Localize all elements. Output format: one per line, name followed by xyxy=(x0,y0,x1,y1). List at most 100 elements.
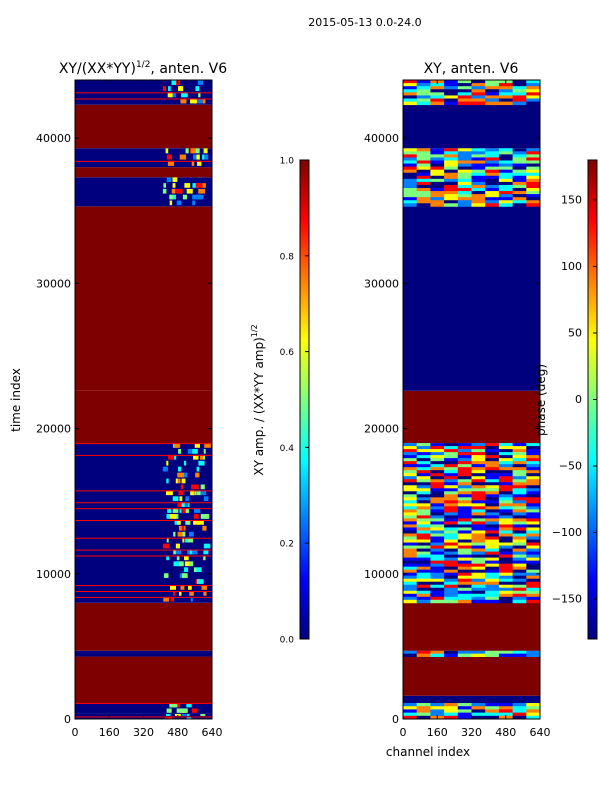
phase-band-8-cell xyxy=(485,175,500,180)
amp-band-10-spot xyxy=(196,154,200,160)
phase-band-5-cell xyxy=(457,563,472,568)
phase-band-5-cell xyxy=(403,542,418,546)
phase-band-8-cell xyxy=(471,151,486,155)
phase-title: XY, anten. V6 xyxy=(424,61,519,77)
phase-band-0-cell xyxy=(457,712,472,717)
phase-band-5-cell xyxy=(457,452,472,456)
phase-band-5-cell xyxy=(526,470,541,474)
phase-band-5-cell xyxy=(512,590,527,595)
amp-band-5-spot xyxy=(187,502,190,507)
phase-band-5-cell xyxy=(444,545,459,549)
phase-band-5-cell xyxy=(526,560,541,565)
phase-band-5-cell xyxy=(512,587,527,592)
phase-band-8-cell xyxy=(471,191,486,195)
amp-band-12-spot xyxy=(196,98,203,104)
phase-band-5-cell xyxy=(485,578,500,583)
phase-band-5-cell xyxy=(471,494,486,498)
phase-band-10-cell xyxy=(444,101,459,106)
phase-band-5-cell xyxy=(430,584,445,589)
phase-band-5-cell xyxy=(526,575,541,580)
phase-band-5-cell xyxy=(471,491,486,495)
phase-cbar-tick-label: −150 xyxy=(552,593,582,606)
phase-band-8-cell xyxy=(526,203,541,207)
amp-band-5-spot xyxy=(181,478,186,484)
phase-band-8-cell xyxy=(526,148,541,152)
amp-band-0-spot xyxy=(166,713,171,716)
phase-band-8-cell xyxy=(485,154,500,158)
phase-band-10-cell xyxy=(444,95,459,99)
phase-band-5-cell xyxy=(444,500,459,504)
amp-band-5-spot xyxy=(172,508,179,513)
phase-band-5-cell xyxy=(485,455,500,459)
phase-band-5-cell xyxy=(430,500,445,504)
phase-band-5-cell xyxy=(485,557,500,562)
phase-band-5-cell xyxy=(430,563,445,568)
phase-band-5-cell xyxy=(457,575,472,580)
amp-band-5-spot xyxy=(187,448,193,454)
phase-band-5-cell xyxy=(403,581,418,586)
phase-band-5-cell xyxy=(444,488,459,492)
phase-band-5-cell xyxy=(430,461,445,465)
phase-band-5-cell xyxy=(471,449,486,453)
phase-band-5-cell xyxy=(430,536,445,540)
phase-band-5-cell xyxy=(444,590,459,595)
phase-band-10-cell xyxy=(471,92,486,96)
amp-band-5-spot xyxy=(179,590,182,596)
phase-band-5-cell xyxy=(498,482,513,486)
phase-band-10-cell xyxy=(416,83,431,87)
phase-band-0-cell xyxy=(430,706,445,710)
phase-band-5-cell xyxy=(457,569,472,574)
phase-band-5-cell xyxy=(444,518,459,522)
phase-band-5-cell xyxy=(512,560,527,565)
phase-band-5-cell xyxy=(485,488,500,492)
phase-band-8-cell xyxy=(430,154,445,158)
phase-band-8-cell xyxy=(430,151,445,155)
phase-band-8-cell xyxy=(512,200,527,204)
phase-band-5-cell xyxy=(512,527,527,531)
amp-band-5-spot xyxy=(203,496,209,502)
phase-band-5-cell xyxy=(444,572,459,577)
phase-band-5-cell xyxy=(403,539,418,543)
phase-band-5-cell xyxy=(416,470,431,474)
amp-xtick-label: 320 xyxy=(133,726,154,739)
phase-band-5-cell xyxy=(430,464,445,468)
phase-band-5-cell xyxy=(498,569,513,574)
phase-band-5-cell xyxy=(403,557,418,562)
phase-band-8-cell xyxy=(416,197,431,201)
phase-band-10-cell xyxy=(526,101,541,106)
phase-band-5-cell xyxy=(457,473,472,477)
phase-band-3-cell xyxy=(444,653,459,657)
phase-band-5-cell xyxy=(498,473,513,477)
phase-band-5-cell xyxy=(430,473,445,477)
phase-band-5-cell xyxy=(512,584,527,589)
phase-xtick-label: 320 xyxy=(461,726,482,739)
phase-band-5-cell xyxy=(512,515,527,519)
phase-band-10-cell xyxy=(512,98,527,103)
phase-band-8-cell xyxy=(512,166,527,171)
phase-band-0-cell xyxy=(526,709,541,714)
phase-band-5-cell xyxy=(498,563,513,568)
phase-band-5-cell xyxy=(444,596,459,601)
phase-band-5-cell xyxy=(457,530,472,534)
phase-band-5-cell xyxy=(471,584,486,589)
phase-band-10-cell xyxy=(430,95,445,99)
phase-band-5-cell xyxy=(403,476,418,480)
phase-band-5-cell xyxy=(471,572,486,577)
phase-band-8-cell xyxy=(471,148,486,152)
phase-band-5-cell xyxy=(416,554,431,559)
phase-band-10-cell xyxy=(526,80,541,84)
phase-band-5-cell xyxy=(498,461,513,465)
phase-band-5-cell xyxy=(430,515,445,519)
phase-band-0-cell xyxy=(403,712,418,717)
amp-band-5-spot xyxy=(182,537,185,543)
phase-band-8-cell xyxy=(457,197,472,201)
phase-band-10-cell xyxy=(512,89,527,93)
amp-band-12-spot xyxy=(171,80,177,85)
phase-band-8-cell xyxy=(444,191,459,195)
amp-band-5-spot xyxy=(192,448,198,454)
phase-band-5-cell xyxy=(498,542,513,546)
phase-band-5-cell xyxy=(457,503,472,507)
amp-band-12-spot xyxy=(181,92,188,98)
phase-band-5-cell xyxy=(403,560,418,565)
phase-band-5-cell xyxy=(485,536,500,540)
